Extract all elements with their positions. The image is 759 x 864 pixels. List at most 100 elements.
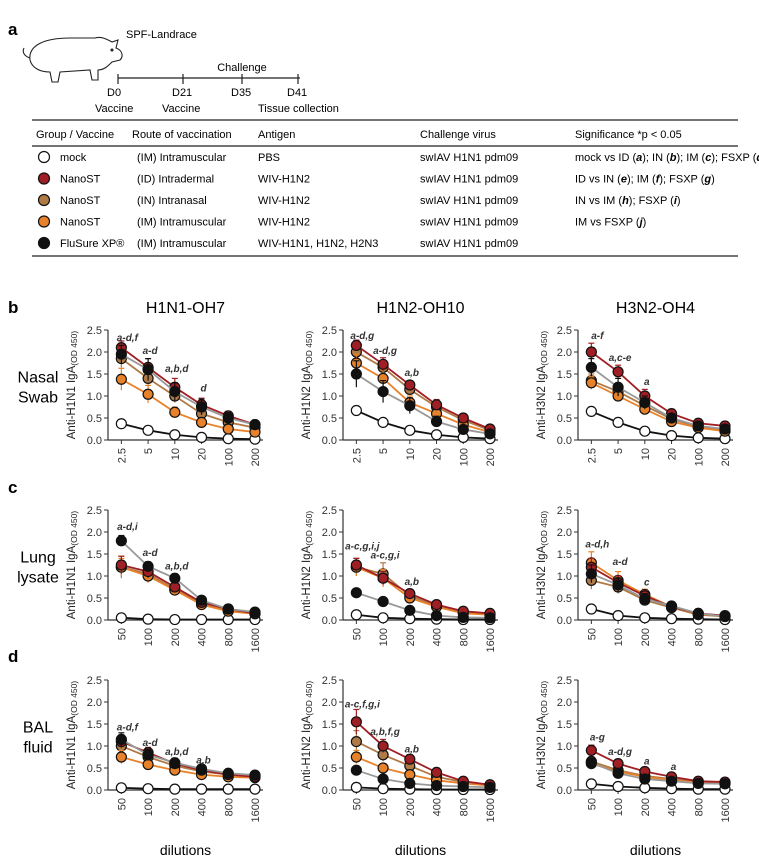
data-point	[457, 611, 469, 623]
data-point	[249, 419, 261, 431]
significance-annotation: a,b	[405, 745, 419, 756]
x-tick-label: 100	[143, 628, 155, 646]
series-line	[355, 740, 491, 787]
y-tick-label: 2.0	[322, 347, 337, 359]
data-point	[115, 373, 127, 385]
y-tick-label: 2.0	[557, 347, 572, 359]
significance-annotation: a-c,g,i,j	[345, 542, 380, 553]
significance-annotation: a-d,g	[608, 747, 632, 758]
y-tick-label: 1.5	[557, 549, 572, 561]
data-point	[115, 733, 127, 746]
data-point	[195, 416, 208, 428]
y-tick-label: 1.0	[322, 571, 337, 583]
data-point	[457, 423, 469, 436]
x-tick-label: 50	[586, 628, 598, 640]
series-line	[591, 782, 725, 791]
x-tick-label: 100	[378, 798, 390, 816]
x-tick-label: 20	[197, 448, 209, 460]
x-tick-label: 200	[170, 798, 182, 816]
table-cell-virus: swIAV H1N1 pdm09	[420, 195, 518, 207]
timeline-day-35: D35	[231, 87, 251, 99]
data-point	[350, 751, 362, 763]
data-point	[222, 603, 234, 615]
data-point	[404, 753, 416, 765]
data-point	[665, 775, 678, 787]
data-point	[142, 424, 154, 436]
data-point	[115, 612, 127, 624]
y-tick-label: 0.0	[557, 435, 572, 447]
chart-b-0: 0.0 0.5 1.0 1.5 2.0 2.5 2.5 5 10 20 100 200 Anti-H1N…	[66, 325, 263, 466]
x-tick-label: 100	[143, 798, 155, 816]
series-ID	[350, 557, 496, 620]
chart-d-0: 0.0 0.5 1.0 1.5 2.0 2.5 50 100 200 400 800 1600 Anti…	[66, 675, 263, 822]
significance-annotation: a-f	[591, 331, 605, 342]
x-tick-label: 20	[667, 448, 679, 460]
data-point	[430, 429, 443, 441]
x-tick-label: 100	[458, 448, 470, 466]
series-mock	[115, 782, 261, 795]
data-point	[484, 781, 496, 793]
series-ID	[585, 557, 731, 622]
panel-a-study-design: a SPF-Landrace Challenge D0 Vaccine D21 …	[8, 20, 759, 257]
x-tick-label: 20	[432, 448, 444, 460]
significance-annotation: a-d,g	[350, 331, 374, 342]
x-tick-label: 400	[197, 798, 209, 816]
y-tick-label: 1.5	[87, 369, 102, 381]
data-point	[719, 778, 731, 790]
series-line	[120, 346, 256, 426]
significance-annotation: a-d	[143, 548, 159, 559]
data-point	[585, 568, 597, 580]
y-tick-label: 2.0	[87, 347, 102, 359]
data-point	[719, 423, 731, 435]
table-cell-significance: ID vs IN (e); IM (f); FSXP (g)	[575, 174, 715, 186]
data-point	[639, 773, 651, 785]
y-tick-label: 1.0	[557, 391, 572, 403]
x-tick-label: 50	[586, 798, 598, 810]
y-tick-label: 1.0	[557, 571, 572, 583]
table-cell-virus: swIAV H1N1 pdm09	[420, 238, 518, 250]
y-tick-label: 1.5	[322, 369, 337, 381]
y-tick-label: 0.0	[557, 785, 572, 797]
y-tick-label: 1.5	[87, 549, 102, 561]
data-point	[585, 757, 597, 769]
table-cell-antigen: WIV-H1N2	[258, 217, 310, 229]
data-point	[639, 612, 651, 624]
data-point	[639, 593, 651, 605]
data-point	[249, 606, 261, 618]
significance-annotation: a,b,d	[165, 561, 189, 572]
data-point	[665, 613, 678, 625]
y-axis-label: Anti-H1N1 IgA(OD 450)	[66, 331, 79, 440]
data-point	[430, 766, 443, 779]
y-tick-label: 2.5	[557, 675, 572, 687]
data-point	[612, 381, 624, 393]
data-point	[430, 399, 443, 411]
significance-annotation: a-g	[590, 733, 605, 744]
y-tick-label: 0.5	[87, 413, 102, 425]
data-point	[350, 368, 362, 380]
data-point	[639, 425, 651, 437]
data-point	[404, 587, 416, 600]
significance-annotation: a,b	[196, 756, 210, 767]
y-tick-label: 0.5	[87, 593, 102, 605]
chart-c-2: 0.0 0.5 1.0 1.5 2.0 2.5 50 100 200 400 800 1600 Anti…	[536, 505, 733, 652]
y-axis-label: Anti-H1N2 IgA(OD 450)	[301, 511, 314, 620]
x-tick-label: 400	[667, 628, 679, 646]
data-point	[585, 778, 597, 790]
series-FSXP	[115, 344, 261, 431]
y-tick-label: 1.0	[322, 391, 337, 403]
row-title: Nasal Swab	[18, 370, 59, 407]
y-tick-label: 0.5	[87, 763, 102, 775]
data-point	[195, 613, 208, 626]
y-tick-label: 0.5	[557, 763, 572, 775]
y-tick-label: 0.5	[322, 763, 337, 775]
data-point	[377, 595, 389, 608]
x-tick-label: 800	[223, 628, 235, 646]
data-point	[142, 613, 154, 625]
significance-annotation: a	[644, 756, 650, 767]
data-point	[115, 535, 127, 547]
y-tick-label: 0.5	[322, 593, 337, 605]
data-point	[665, 412, 678, 424]
table-cell-virus: swIAV H1N1 pdm09	[420, 152, 518, 164]
x-tick-label: 400	[432, 798, 444, 816]
data-point	[350, 716, 362, 728]
